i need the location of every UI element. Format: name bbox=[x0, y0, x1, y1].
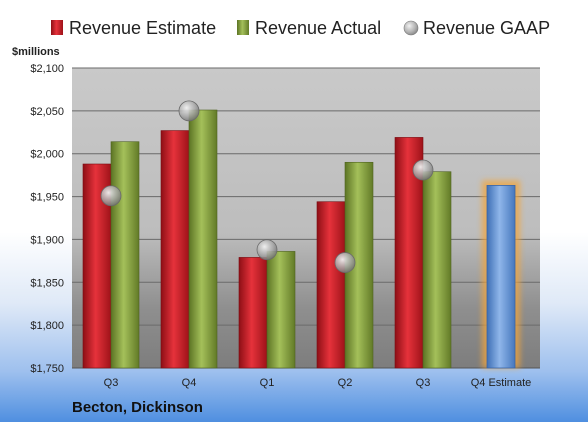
y-tick-label: $1,800 bbox=[30, 320, 64, 332]
gridlines bbox=[72, 67, 540, 369]
y-tick-label: $1,850 bbox=[30, 277, 64, 289]
y-tick-label: $1,950 bbox=[30, 192, 64, 204]
x-tick-label: Q3 bbox=[104, 377, 119, 389]
legend: Revenue Estimate Revenue Actual Revenue GA… bbox=[51, 18, 550, 38]
legend-swatch bbox=[51, 20, 63, 35]
bar-revenue-estimate bbox=[160, 130, 190, 369]
bar-revenue-estimate bbox=[316, 201, 346, 369]
bar-revenue-estimate bbox=[238, 257, 268, 369]
bar-revenue-actual bbox=[110, 141, 140, 369]
legend-swatch bbox=[403, 20, 419, 36]
gaap-marker bbox=[334, 252, 356, 273]
y-tick-label: $2,050 bbox=[30, 106, 64, 118]
y-tick-label: $2,000 bbox=[30, 149, 64, 161]
gaap-marker bbox=[412, 159, 434, 181]
bar-revenue-actual bbox=[188, 109, 218, 369]
y-tick-label: $2,100 bbox=[30, 63, 64, 75]
legend-item: Revenue Estimate bbox=[51, 18, 216, 38]
gaap-markers bbox=[100, 100, 434, 273]
y-tick-labels: $1,750 $1,800 $1,850 $1,900 $1,950 $2,000 $2,0… bbox=[30, 63, 64, 375]
legend-label: Revenue GAAP bbox=[423, 18, 550, 38]
x-tick-label: Q3 bbox=[416, 377, 431, 389]
x-tick-label: Q2 bbox=[338, 377, 353, 389]
x-tick-labels: Q3 Q4 Q1 Q2 Q3 Q4 Estimate bbox=[104, 377, 532, 389]
legend-label: Revenue Estimate bbox=[69, 18, 216, 38]
y-tick-label: $1,900 bbox=[30, 234, 64, 246]
bar-q4-estimate bbox=[486, 185, 516, 369]
x-tick-label: Q4 Estimate bbox=[471, 377, 532, 389]
legend-item: Revenue Actual bbox=[237, 18, 381, 38]
x-tick-label: Q4 bbox=[182, 377, 197, 389]
x-tick-label: Q1 bbox=[260, 377, 275, 389]
plot-area bbox=[72, 68, 540, 368]
gaap-marker bbox=[256, 239, 278, 261]
legend-label: Revenue Actual bbox=[255, 18, 381, 38]
legend-swatch bbox=[237, 20, 249, 35]
y-tick-label: $1,750 bbox=[30, 363, 64, 375]
y-axis-label: $millions bbox=[12, 46, 60, 58]
company-name: Becton, Dickinson bbox=[72, 399, 203, 416]
gaap-marker bbox=[100, 185, 122, 207]
bar-revenue-actual bbox=[266, 251, 296, 369]
gaap-marker bbox=[178, 100, 200, 122]
legend-item: Revenue GAAP bbox=[403, 18, 550, 38]
bar-revenue-actual bbox=[422, 171, 452, 369]
